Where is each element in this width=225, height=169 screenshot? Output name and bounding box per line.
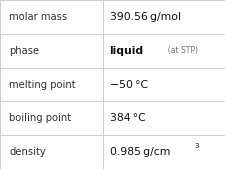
- Text: 0.985 g/cm: 0.985 g/cm: [109, 147, 169, 157]
- Text: density: density: [9, 147, 46, 157]
- Text: 3: 3: [194, 143, 198, 149]
- Text: (at STP): (at STP): [162, 46, 197, 55]
- Text: 390.56 g/mol: 390.56 g/mol: [109, 12, 180, 22]
- Text: molar mass: molar mass: [9, 12, 67, 22]
- Text: −50 °C: −50 °C: [109, 79, 147, 90]
- Text: melting point: melting point: [9, 79, 75, 90]
- Text: 384 °C: 384 °C: [109, 113, 145, 123]
- Text: phase: phase: [9, 46, 39, 56]
- Text: liquid: liquid: [109, 46, 143, 56]
- Text: boiling point: boiling point: [9, 113, 71, 123]
